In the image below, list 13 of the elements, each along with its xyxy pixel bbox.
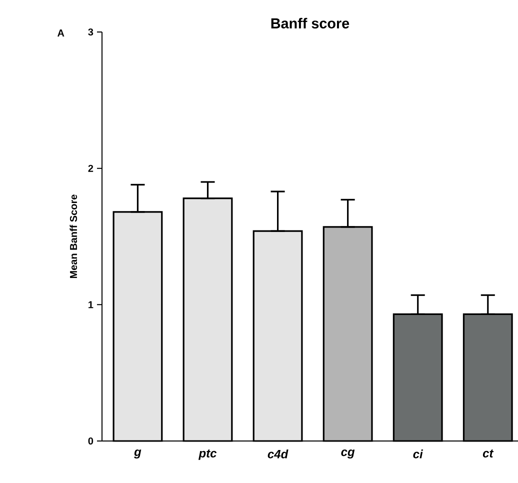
y-tick-label: 0 bbox=[88, 437, 94, 445]
x-tick-label: ptc bbox=[198, 450, 217, 460]
x-tick-label: g bbox=[134, 450, 142, 458]
y-tick-label: 1 bbox=[88, 301, 94, 308]
x-tick-label: ct bbox=[482, 450, 494, 458]
y-tick-label: 2 bbox=[88, 164, 94, 172]
y-tick-label: 3 bbox=[88, 28, 94, 36]
x-tick-label: ci bbox=[413, 450, 424, 458]
y-axis-title: Mean Banff Score bbox=[70, 194, 78, 278]
x-tick-label: c4d bbox=[268, 450, 288, 458]
x-tick-label: cg bbox=[341, 450, 355, 458]
text: A bbox=[58, 30, 64, 36]
chart-title: Banff score bbox=[271, 18, 350, 28]
